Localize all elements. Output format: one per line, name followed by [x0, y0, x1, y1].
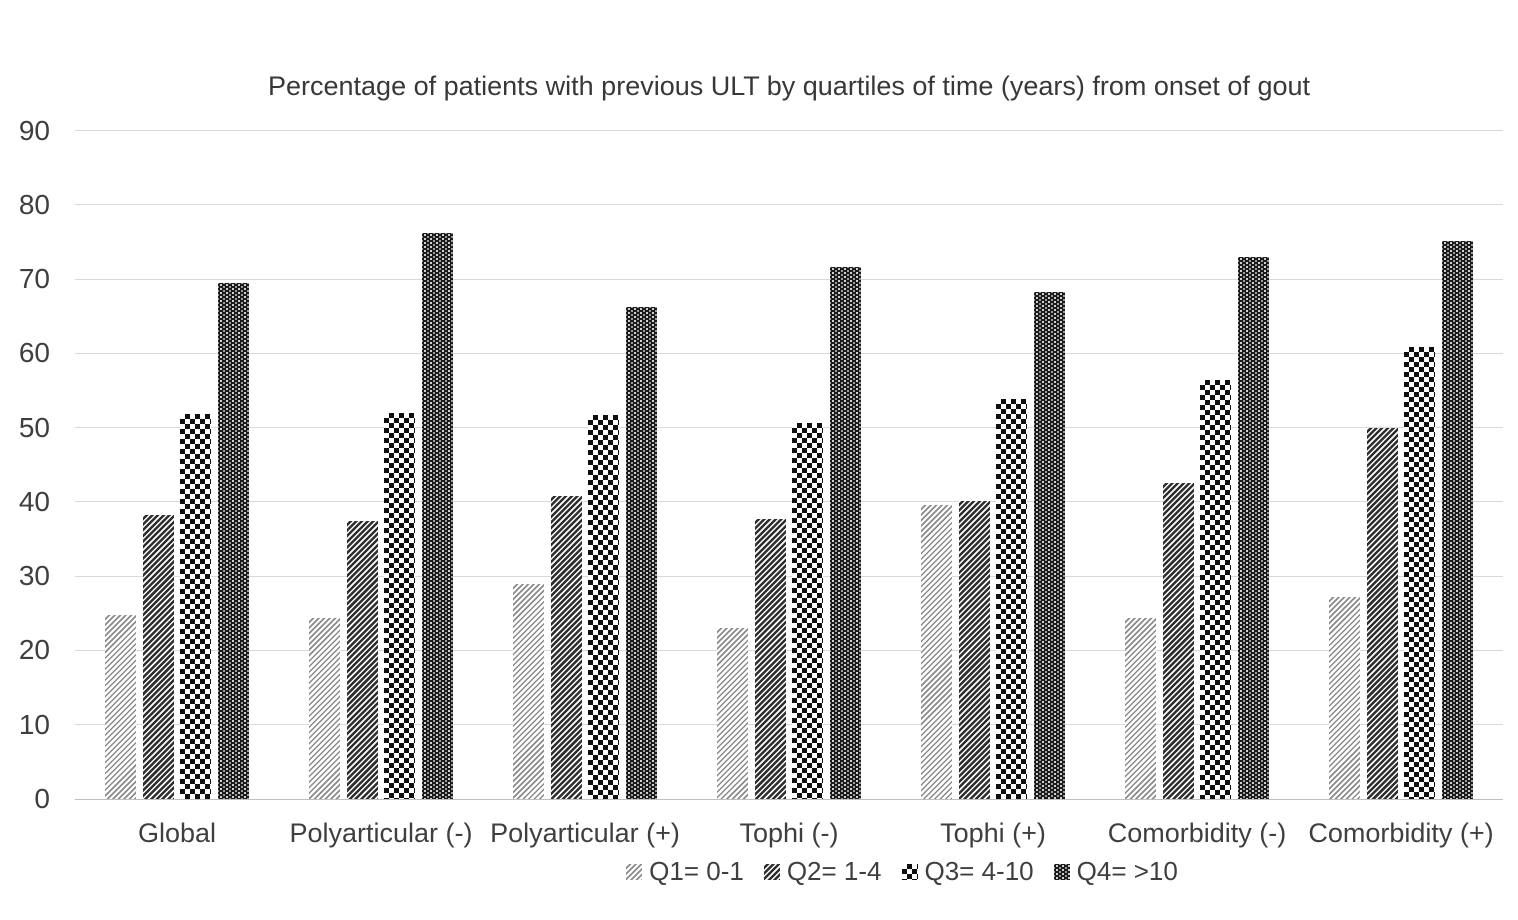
y-tick-label: 40	[18, 485, 50, 517]
bar	[996, 399, 1028, 799]
legend-label: Q1= 0-1	[649, 856, 744, 886]
checkerboard-swatch-icon	[901, 863, 918, 880]
bar	[1237, 256, 1269, 799]
bar	[142, 515, 174, 799]
y-tick-label: 30	[18, 560, 50, 592]
legend-label: Q4= >10	[1076, 856, 1178, 886]
bar	[1404, 347, 1436, 799]
bar	[958, 501, 990, 799]
bar	[754, 519, 786, 799]
bar	[384, 412, 416, 799]
x-tick-label: Global	[137, 818, 217, 848]
x-tick-label: Tophi (-)	[739, 818, 839, 848]
bar	[1366, 427, 1398, 799]
bar	[421, 233, 453, 799]
bar	[1162, 483, 1194, 799]
bar	[1200, 380, 1232, 799]
bar	[829, 266, 861, 799]
y-tick-label: 20	[18, 634, 50, 666]
bar	[1329, 596, 1361, 799]
bar	[588, 415, 620, 799]
bar	[346, 521, 378, 799]
bar	[180, 414, 212, 799]
gridline-50	[75, 427, 1503, 429]
y-tick-label: 50	[18, 411, 50, 443]
bar	[625, 307, 657, 799]
bar	[1033, 291, 1065, 799]
x-tick-label: Polyarticular (+)	[490, 818, 680, 848]
dark-checkerboard-swatch-icon	[1053, 863, 1070, 880]
gridline-20	[75, 649, 1503, 651]
gridline-40	[75, 501, 1503, 503]
gridline-70	[75, 278, 1503, 280]
x-tick-label: Tophi (+)	[940, 818, 1046, 848]
diagonal-dark-hatch-swatch-icon	[763, 863, 780, 880]
legend-item: Q4= >10	[1053, 856, 1178, 887]
diagonal-light-hatch-swatch-icon	[626, 863, 643, 880]
legend-item: Q2= 1-4	[763, 856, 882, 887]
bar	[792, 423, 824, 799]
legend-label: Q3= 4-10	[924, 856, 1034, 886]
gridline-60	[75, 352, 1503, 354]
x-tick-label: Comorbidity (+)	[1308, 818, 1494, 848]
gridline-80	[75, 204, 1503, 206]
bar	[513, 583, 545, 799]
y-tick-label: 60	[18, 337, 50, 369]
bar	[1441, 241, 1473, 799]
gridline-90	[75, 130, 1503, 132]
gridline-30	[75, 575, 1503, 577]
gridline-0	[75, 798, 1503, 800]
legend-label: Q2= 1-4	[786, 856, 882, 886]
chart-title: Percentage of patients with previous ULT…	[267, 71, 1310, 101]
y-tick-label: 90	[18, 114, 50, 146]
bar	[105, 614, 137, 799]
y-tick-label: 10	[18, 708, 50, 740]
bar	[921, 504, 953, 799]
bar	[309, 617, 341, 799]
y-tick-label: 0	[34, 783, 50, 814]
legend-item: Q3= 4-10	[901, 856, 1034, 887]
y-tick-label: 80	[18, 188, 50, 220]
x-tick-label: Polyarticular (-)	[289, 818, 473, 848]
legend-item: Q1= 0-1	[626, 856, 744, 887]
legend: Q1= 0-1 Q2= 1-4 Q3= 4-10 Q4= >10	[143, 856, 1518, 887]
gridline-10	[75, 724, 1503, 726]
bar	[717, 628, 749, 799]
x-tick-label: Comorbidity (-)	[1107, 818, 1287, 848]
bar	[550, 495, 582, 799]
bar	[1125, 617, 1157, 799]
y-tick-label: 70	[18, 263, 50, 295]
bar	[217, 282, 249, 799]
